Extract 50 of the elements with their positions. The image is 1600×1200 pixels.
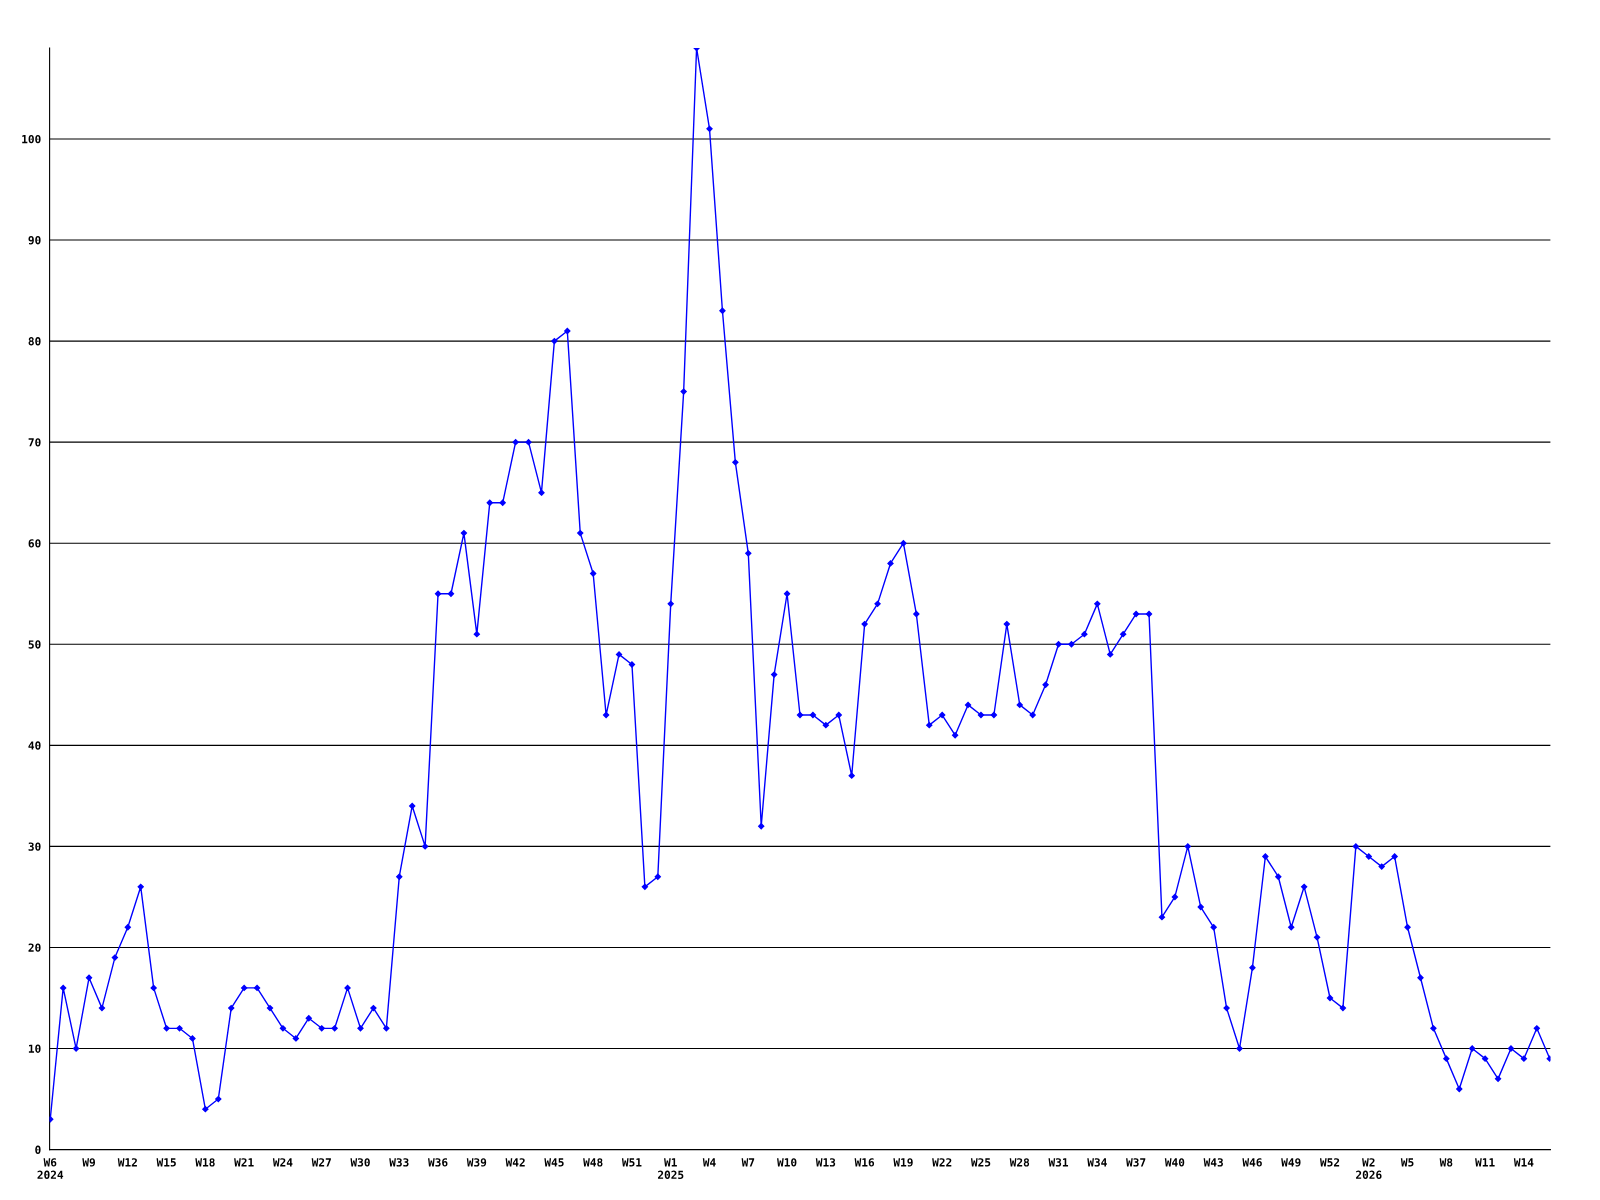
x-tick-label: W14 bbox=[1513, 1158, 1534, 1167]
x-tick-label: W43 bbox=[1203, 1158, 1223, 1167]
y-tick-label: 60 bbox=[28, 539, 41, 548]
y-tick-label: 20 bbox=[28, 943, 41, 952]
x-tick-label: W34 bbox=[1087, 1158, 1107, 1167]
x-tick-label: W46 bbox=[1242, 1158, 1262, 1167]
x-tick-label: W51 bbox=[621, 1158, 642, 1167]
y-tick-label: 0 bbox=[35, 1145, 41, 1154]
x-tick-label: W12 bbox=[117, 1158, 137, 1167]
y-tick-label: 50 bbox=[28, 640, 41, 649]
x-tick-label: W33 bbox=[389, 1158, 409, 1167]
x-tick-label: W8 bbox=[1439, 1158, 1453, 1167]
x-tick-label: W52 bbox=[1319, 1158, 1340, 1167]
x-tick-label: W25 bbox=[970, 1158, 991, 1167]
x-tick-label: W13 bbox=[815, 1158, 836, 1167]
x-tick-label: W7 bbox=[741, 1158, 755, 1167]
x-tick-label: W2 2026 bbox=[1356, 1158, 1382, 1179]
x-tick-label: W19 bbox=[893, 1158, 913, 1167]
y-tick-label: 100 bbox=[22, 134, 41, 144]
y-tick-label: 90 bbox=[28, 236, 41, 245]
x-tick-label: W5 bbox=[1400, 1158, 1414, 1167]
x-tick-label: W21 bbox=[234, 1158, 254, 1167]
x-tick-label: W10 bbox=[777, 1158, 797, 1167]
y-tick-label: 30 bbox=[28, 842, 41, 851]
x-tick-label: W16 bbox=[854, 1158, 875, 1167]
x-tick-label: W36 bbox=[428, 1158, 448, 1167]
x-tick-label: W1 2025 bbox=[657, 1158, 684, 1179]
y-tick-label: 80 bbox=[28, 337, 41, 346]
x-tick-label: W49 bbox=[1281, 1158, 1301, 1167]
x-tick-label: W28 bbox=[1009, 1158, 1030, 1167]
x-tick-label: W48 bbox=[583, 1158, 603, 1167]
x-tick-label: W27 bbox=[311, 1158, 331, 1167]
x-tick-label: W42 bbox=[505, 1158, 525, 1167]
x-tick-label: W24 bbox=[272, 1158, 293, 1167]
x-tick-label: W11 bbox=[1475, 1158, 1495, 1167]
x-tick-label: W31 bbox=[1048, 1158, 1069, 1167]
x-tick-label: W45 bbox=[544, 1158, 564, 1167]
y-tick-label: 10 bbox=[28, 1044, 41, 1053]
x-tick-label: W4 bbox=[702, 1158, 716, 1167]
y-tick-label: 40 bbox=[28, 741, 41, 750]
x-tick-label: W15 bbox=[156, 1158, 176, 1167]
x-tick-label: W9 bbox=[82, 1158, 96, 1167]
x-tick-label: W6 2024 bbox=[37, 1158, 64, 1179]
x-tick-label: W22 bbox=[932, 1158, 952, 1167]
x-tick-label: W37 bbox=[1126, 1158, 1146, 1167]
x-tick-label: W30 bbox=[350, 1158, 370, 1167]
x-tick-label: W18 bbox=[195, 1158, 215, 1167]
x-tick-label: W39 bbox=[466, 1158, 487, 1167]
x-tick-label: W40 bbox=[1164, 1158, 1185, 1167]
y-tick-label: 70 bbox=[28, 438, 41, 447]
